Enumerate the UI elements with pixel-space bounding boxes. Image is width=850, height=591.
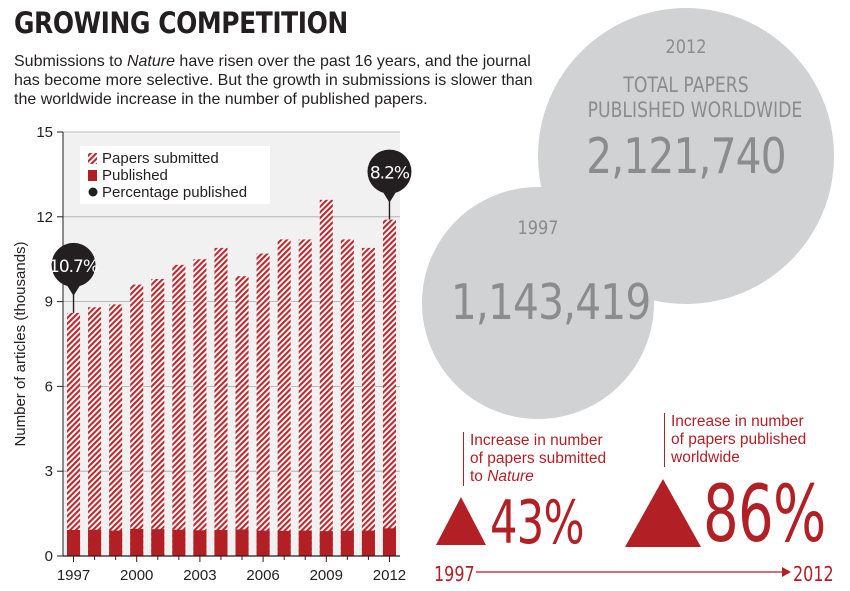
circle-1997 xyxy=(422,187,654,419)
bar-submitted-2004 xyxy=(214,247,228,557)
bar-published-2009 xyxy=(319,531,333,556)
increase-published-text: Increase in number of papers published w… xyxy=(664,413,841,467)
bar-submitted-1997 xyxy=(67,312,81,556)
bar-published-2002 xyxy=(172,529,186,556)
bar-submitted-2008 xyxy=(298,239,312,556)
increase-published-line2: of papers published xyxy=(671,431,807,448)
y-axis-label: Number of articles (thousands) xyxy=(12,241,29,446)
bar-published-2007 xyxy=(277,530,291,556)
page-title: GROWING COMPETITION xyxy=(14,6,348,40)
bar-submitted-2006 xyxy=(256,253,270,556)
timeline-end-year: 2012 xyxy=(793,562,834,586)
bar-submitted-2000 xyxy=(130,284,144,556)
bar-submitted-2003 xyxy=(193,259,207,556)
triangle-icon-submitted xyxy=(436,497,486,545)
callout-label: 8.2% xyxy=(370,164,410,184)
bar-published-2010 xyxy=(340,530,354,556)
increase-published-line3: worldwide xyxy=(671,449,740,466)
bar-published-2004 xyxy=(214,529,228,556)
legend: Papers submitted Published Percentage pu… xyxy=(80,146,270,204)
y-tick-label: 6 xyxy=(45,378,53,395)
y-tick-label: 15 xyxy=(36,124,53,141)
y-tick-label: 12 xyxy=(36,209,53,226)
bar-submitted-2002 xyxy=(172,264,186,556)
callout-bubble xyxy=(367,149,412,194)
increase-submitted-line1: Increase in number xyxy=(470,432,603,449)
increase-submitted-line2: of papers submitted xyxy=(470,450,607,467)
bar-published-2000 xyxy=(130,528,144,556)
bar-submitted-2011 xyxy=(361,247,375,557)
x-tick-label: 2003 xyxy=(183,567,216,584)
bar-submitted-1998 xyxy=(88,307,102,556)
intro-part2: have risen over the past 16 years, and t… xyxy=(14,53,533,108)
bar-published-1999 xyxy=(109,530,123,556)
bar-submitted-2007 xyxy=(277,239,291,556)
bar-published-2011 xyxy=(361,530,375,556)
x-tick-label: 1997 xyxy=(57,567,90,584)
circle-2012-value: 2,121,740 xyxy=(586,128,786,185)
circle-2012-label-2: PUBLISHED WORLDWIDE xyxy=(587,98,803,122)
bar-published-1997 xyxy=(67,529,81,556)
bar-published-2001 xyxy=(151,529,165,556)
x-tick-label: 2012 xyxy=(373,567,406,584)
timeline-start-year: 1997 xyxy=(434,562,475,586)
y-tick-label: 3 xyxy=(45,463,53,480)
callout-bubble xyxy=(51,242,96,287)
increase-published-line1: Increase in number xyxy=(671,413,804,430)
triangle-icon-published xyxy=(625,479,701,547)
legend-label-percentage: Percentage published xyxy=(102,184,247,201)
timeline-arrow xyxy=(476,567,791,577)
callout-label: 10.7% xyxy=(49,257,99,277)
increase-submitted-pct: 43% xyxy=(490,488,585,558)
increase-submitted-text: Increase in number of papers submitted t… xyxy=(463,432,630,486)
intro-text: Submissions to Nature have risen over th… xyxy=(14,52,534,109)
y-tick-label: 0 xyxy=(45,548,53,565)
circle-2012-year: 2012 xyxy=(665,36,707,58)
x-tick-label: 2006 xyxy=(246,567,279,584)
legend-label-submitted: Papers submitted xyxy=(102,150,219,167)
bar-published-2012 xyxy=(382,528,396,556)
bar-published-2008 xyxy=(298,530,312,556)
legend-swatch-published xyxy=(88,170,97,181)
bar-submitted-2010 xyxy=(340,239,354,556)
bar-submitted-2005 xyxy=(235,276,249,556)
intro-part1: Submissions to xyxy=(14,53,127,70)
circle-2012-label-1: TOTAL PAPERS xyxy=(623,73,749,97)
bar-chart: 0 3 6 9 12 15 1997 2000 2003 2006 2009 2012 Number… xyxy=(12,124,412,584)
bar-submitted-2012 xyxy=(382,219,396,557)
legend-label-published: Published xyxy=(102,167,168,184)
bar-submitted-2009 xyxy=(319,199,333,556)
x-tick-label: 2009 xyxy=(310,567,343,584)
bar-submitted-2001 xyxy=(151,278,165,556)
increase-submitted-journal: Nature xyxy=(487,468,534,485)
y-tick-label: 9 xyxy=(45,294,53,311)
bar-published-1998 xyxy=(88,529,102,556)
legend-dot-percentage xyxy=(88,187,98,197)
legend-swatch-submitted xyxy=(88,153,97,164)
increase-published-pct: 86% xyxy=(703,470,826,560)
circle-1997-value: 1,143,419 xyxy=(450,274,651,331)
bar-published-2003 xyxy=(193,530,207,556)
intro-journal: Nature xyxy=(126,53,175,70)
bar-submitted-1999 xyxy=(109,304,123,556)
increase-submitted-line3: to Nature xyxy=(470,468,534,485)
x-tick-label: 2000 xyxy=(120,567,153,584)
bar-published-2005 xyxy=(235,529,249,556)
circle-1997-year: 1997 xyxy=(517,217,559,239)
bar-published-2006 xyxy=(256,530,270,556)
